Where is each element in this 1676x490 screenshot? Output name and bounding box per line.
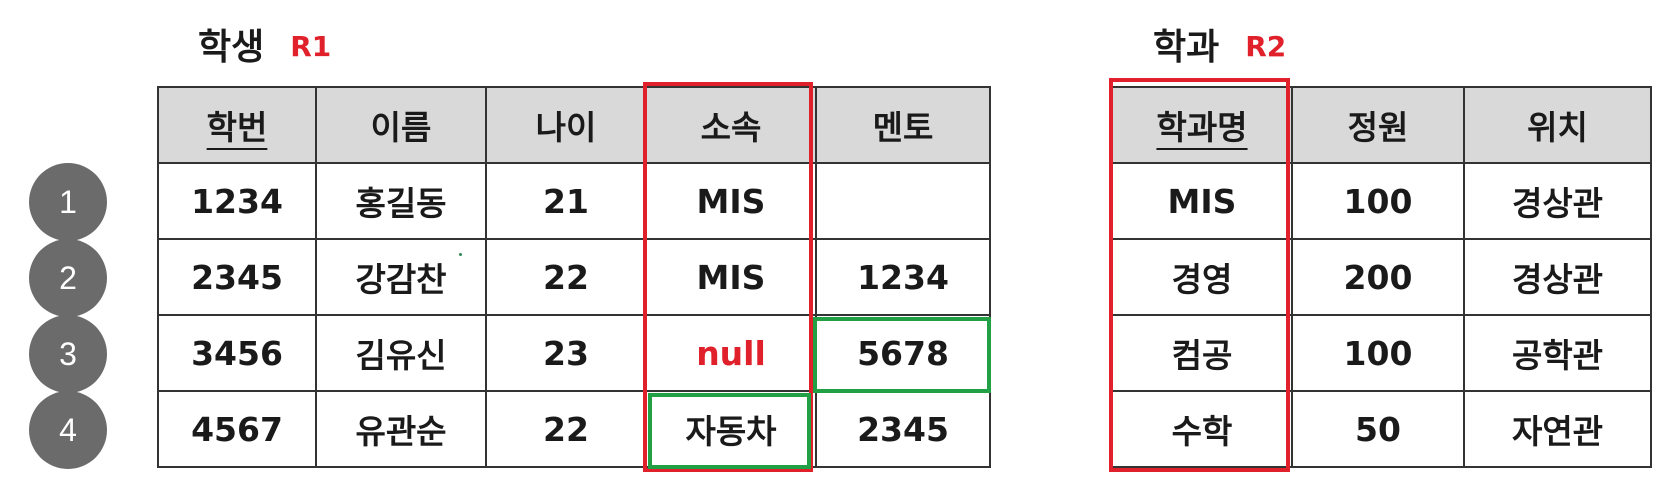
column-header: 학과명 [1111,86,1293,164]
foreign-key-column-highlight [643,82,813,472]
r2-caption: 학과 R2 [1153,30,1286,66]
student-table: 학번 이름 나이 소속 멘토 1234 홍길동 21 MIS 2345 강감찬 … [157,86,991,468]
table-row: 1234 홍길동 21 MIS [157,162,991,240]
table-cell: 100 [1291,162,1465,240]
table-cell: 자동차 [645,390,817,468]
table-cell: 컴공 [1111,314,1293,392]
table-cell: 200 [1291,238,1465,316]
table-row: 수학 50 자연관 [1111,390,1652,468]
table-cell: 자연관 [1463,390,1652,468]
table-cell [815,162,991,240]
primary-key-label: 학과명 [1156,108,1248,147]
table-row: 4567 유관순 22 자동차 2345 [157,390,991,468]
table-cell: MIS [1111,162,1293,240]
table-cell: 5678 [815,314,991,392]
table-cell: 2345 [815,390,991,468]
table-row: MIS 100 경상관 [1111,162,1652,240]
invalid-department-highlight [648,393,811,469]
primary-key-column-highlight [1109,78,1290,472]
column-header: 이름 [315,86,487,164]
r2-title: 학과 [1153,27,1220,68]
table-header-row: 학과명 정원 위치 [1111,86,1652,164]
table-cell: 1234 [157,162,317,240]
table-cell: 100 [1291,314,1465,392]
column-header: 나이 [485,86,647,164]
row-marker-3: 3 [29,315,107,393]
table-cell: 4567 [157,390,317,468]
table-cell: 3456 [157,314,317,392]
null-value-cell: null [645,314,817,392]
r1-caption: 학생 R1 [198,30,331,66]
table-row: 경영 200 경상관 [1111,238,1652,316]
table-cell: 경상관 [1463,238,1652,316]
table-cell: 경영 [1111,238,1293,316]
table-cell: 50 [1291,390,1465,468]
primary-key-label: 학번 [206,108,268,147]
table-cell: 22 [485,238,647,316]
row-marker-2: 2 [29,239,107,317]
column-header: 학번 [157,86,317,164]
table-cell: 김유신 [315,314,487,392]
table-cell: 유관순 [315,390,487,468]
table-cell: 23 [485,314,647,392]
column-header: 소속 [645,86,817,164]
table-row: 2345 강감찬 22 MIS 1234 [157,238,991,316]
row-marker-4: 4 [29,391,107,469]
department-table: 학과명 정원 위치 MIS 100 경상관 경영 200 경상관 컴공 100 … [1111,86,1652,468]
table-cell: 공학관 [1463,314,1652,392]
table-cell: 2345 [157,238,317,316]
table-row: 3456 김유신 23 null 5678 [157,314,991,392]
table-cell: MIS [645,162,817,240]
column-header: 위치 [1463,86,1652,164]
table-header-row: 학번 이름 나이 소속 멘토 [157,86,991,164]
table-cell: 1234 [815,238,991,316]
column-header: 멘토 [815,86,991,164]
r2-tag: R2 [1245,30,1287,63]
column-header: 정원 [1291,86,1465,164]
table-row: 컴공 100 공학관 [1111,314,1652,392]
table-cell: 21 [485,162,647,240]
r1-title: 학생 [198,27,265,68]
invalid-mentor-highlight [813,317,991,393]
table-cell: MIS [645,238,817,316]
table-cell: 수학 [1111,390,1293,468]
table-cell: 홍길동 [315,162,487,240]
row-marker-1: 1 [29,163,107,241]
table-cell: 강감찬 [315,238,487,316]
table-cell: 경상관 [1463,162,1652,240]
table-cell: 22 [485,390,647,468]
stray-dot [459,253,462,256]
r1-tag: R1 [290,30,332,63]
